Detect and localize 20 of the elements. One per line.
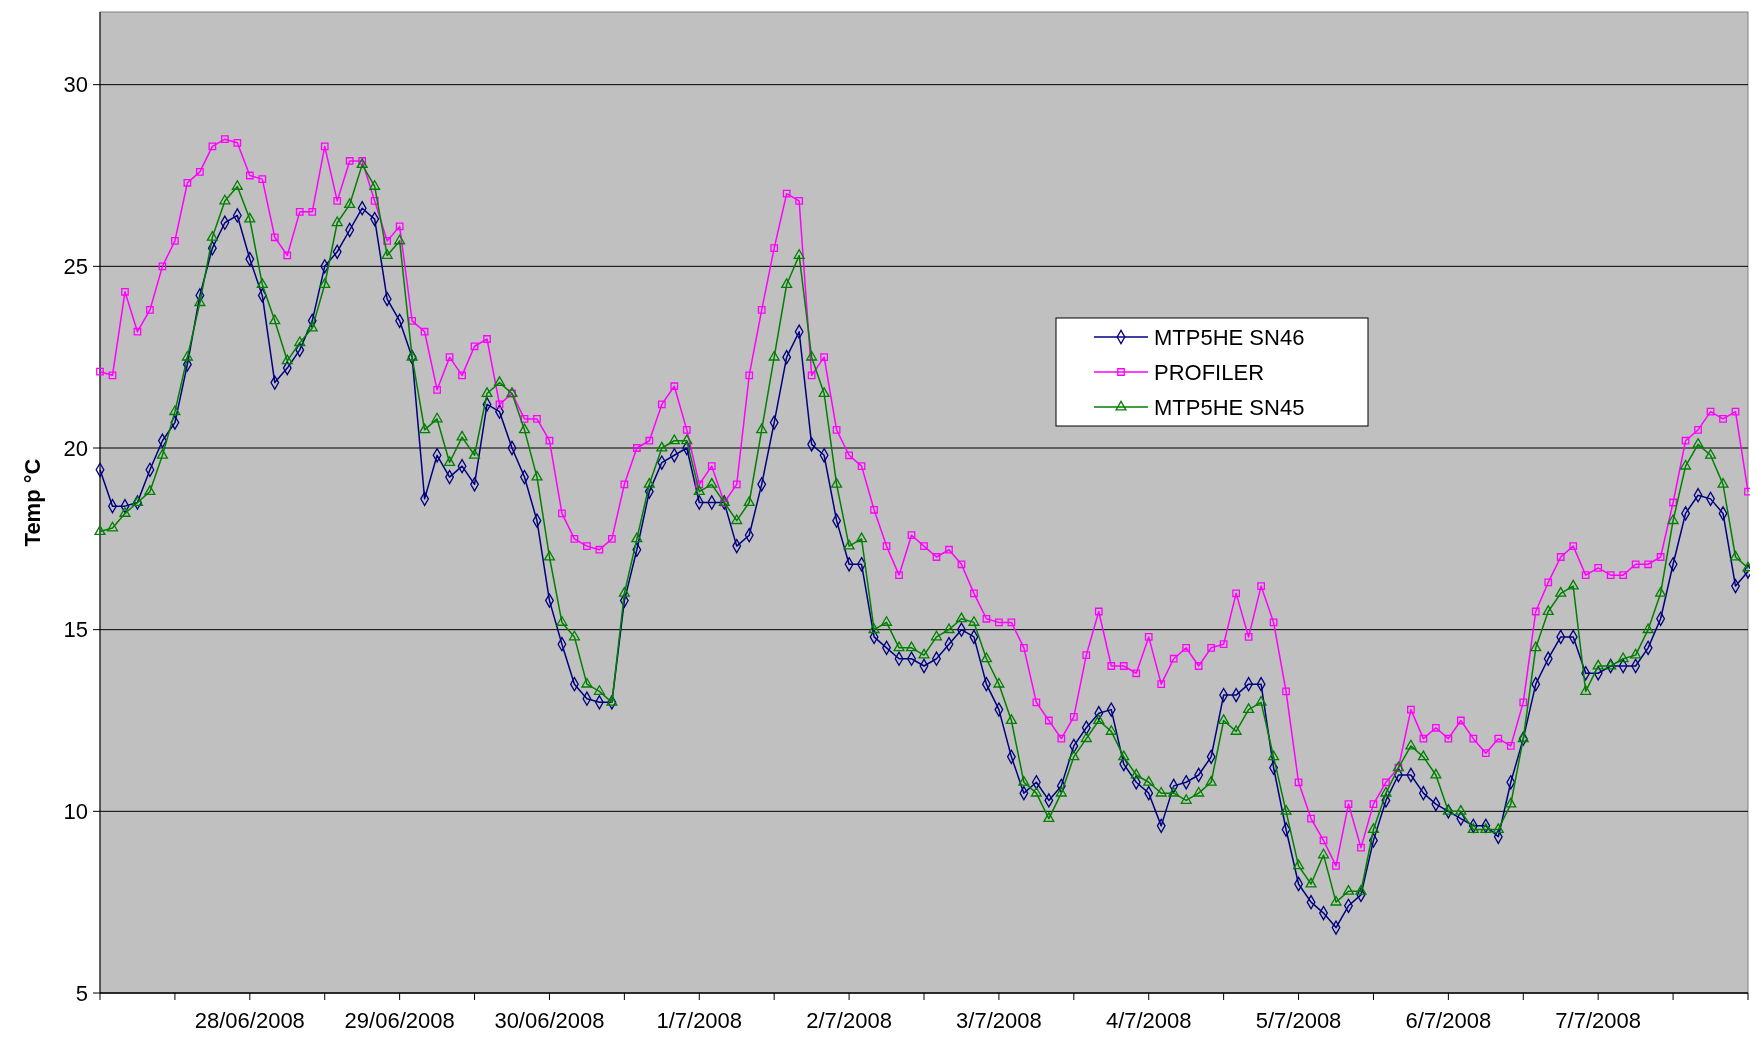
- x-tick-label: 7/7/2008: [1555, 1008, 1641, 1033]
- legend-label: MTP5HE SN45: [1154, 394, 1305, 420]
- x-tick-label: 30/06/2008: [494, 1008, 605, 1033]
- y-tick-label: 30: [63, 72, 88, 98]
- y-tick-label: 25: [63, 254, 88, 280]
- y-tick-label: 15: [63, 617, 88, 643]
- x-tick-label: 6/7/2008: [1405, 1008, 1492, 1033]
- y-tick-label: 20: [63, 435, 88, 461]
- legend-label: PROFILER: [1154, 359, 1265, 385]
- x-tick-label: 5/7/2008: [1255, 1008, 1342, 1033]
- y-tick-label: 10: [63, 799, 88, 825]
- x-tick-label: 28/06/2008: [194, 1008, 305, 1033]
- x-tick-label: 1/7/2008: [656, 1008, 743, 1033]
- x-tick-label: 3/7/2008: [956, 1008, 1042, 1033]
- y-axis-title: Temp °C: [20, 458, 45, 547]
- legend-label: MTP5HE SN46: [1154, 324, 1305, 350]
- x-tick-label: 29/06/2008: [344, 1008, 455, 1033]
- x-tick-label: 2/7/2008: [806, 1008, 892, 1033]
- x-tick-label: 4/7/2008: [1105, 1008, 1192, 1033]
- y-tick-label: 5: [75, 980, 88, 1006]
